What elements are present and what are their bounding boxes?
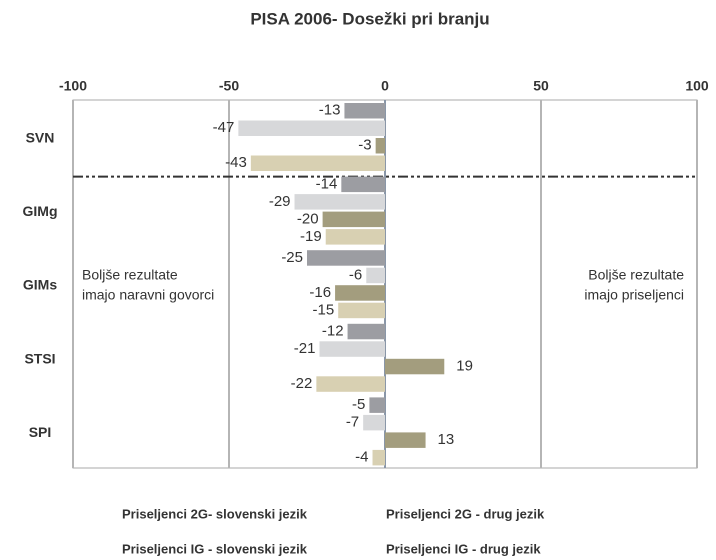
x-tick-label: 50 — [533, 78, 549, 94]
bar — [307, 250, 385, 266]
legend-label: Priseljenci 2G - drug jezik — [386, 506, 545, 521]
bar — [322, 211, 385, 228]
data-label: -7 — [346, 414, 359, 431]
data-label: -43 — [225, 154, 247, 171]
annotation: imajo naravni govorci — [82, 287, 214, 303]
bar — [341, 176, 385, 193]
bar — [325, 229, 385, 245]
legend-label: Priseljenci IG - drug jezik — [386, 541, 541, 556]
data-label: 13 — [438, 431, 455, 448]
legend-label: Priseljenci 2G- slovenski jezik — [122, 506, 308, 521]
x-tick-label: 100 — [685, 78, 709, 94]
data-label: -25 — [281, 249, 303, 266]
bar — [335, 285, 385, 301]
data-label: -3 — [358, 137, 371, 154]
y-tick-label: GIMs — [23, 277, 57, 293]
data-label: 19 — [456, 358, 473, 375]
data-label: -19 — [300, 228, 322, 245]
data-label: -29 — [269, 193, 291, 210]
data-label: -5 — [352, 396, 365, 413]
legend-label: Priseljenci IG - slovenski jezik — [122, 541, 308, 556]
bar — [375, 138, 385, 154]
bar — [238, 120, 385, 136]
data-label: -16 — [309, 284, 331, 301]
bar — [294, 194, 385, 210]
annotation: imajo priseljenci — [584, 287, 684, 303]
bar — [316, 376, 385, 392]
bar — [347, 323, 385, 340]
bar — [344, 103, 385, 119]
data-label: -13 — [319, 102, 341, 119]
bar — [319, 341, 385, 357]
y-tick-label: SPI — [29, 424, 52, 440]
bar — [385, 358, 445, 375]
bar — [372, 449, 385, 466]
annotation: Boljše rezultate — [82, 267, 178, 283]
data-label: -6 — [349, 266, 362, 283]
chart-title: PISA 2006- Dosežki pri branju — [250, 9, 489, 28]
data-label: -47 — [213, 119, 235, 136]
data-label: -12 — [322, 323, 344, 340]
bar — [385, 432, 426, 448]
data-label: -14 — [316, 175, 338, 192]
bar — [338, 302, 385, 319]
bar — [366, 267, 385, 284]
data-label: -22 — [291, 375, 313, 392]
data-label: -15 — [313, 301, 335, 318]
y-tick-label: GIMg — [23, 203, 58, 219]
y-tick-label: STSI — [24, 350, 55, 366]
y-tick-label: SVN — [26, 130, 55, 146]
x-tick-label: 0 — [381, 78, 389, 94]
bar — [250, 155, 385, 171]
bar — [369, 397, 385, 413]
data-label: -21 — [294, 340, 316, 357]
bar — [363, 414, 385, 431]
data-label: -20 — [297, 210, 319, 227]
x-tick-label: -100 — [59, 78, 87, 94]
data-label: -4 — [355, 449, 368, 466]
x-tick-label: -50 — [219, 78, 239, 94]
annotation: Boljše rezultate — [588, 267, 684, 283]
